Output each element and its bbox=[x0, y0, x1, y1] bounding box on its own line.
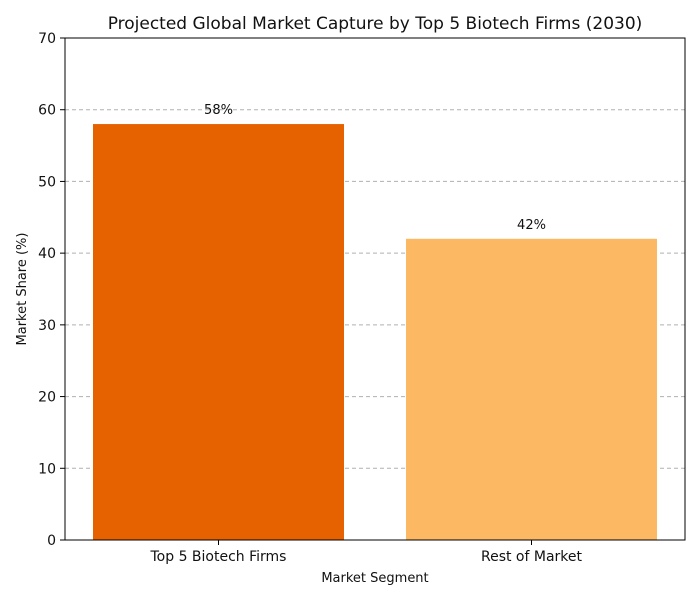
y-tick-label-60: 60 bbox=[38, 103, 56, 119]
y-axis-label: Market Share (%) bbox=[15, 233, 30, 346]
bars bbox=[93, 124, 657, 541]
x-axis-label: Market Segment bbox=[321, 571, 428, 586]
x-axis-ticks: Top 5 Biotech Firms Rest of Market bbox=[150, 540, 583, 565]
y-tick-label-0: 0 bbox=[47, 533, 56, 549]
y-tick-label-50: 50 bbox=[38, 174, 56, 190]
bar-0 bbox=[93, 124, 344, 541]
chart-title: Projected Global Market Capture by Top 5… bbox=[108, 14, 643, 34]
y-tick-label-70: 70 bbox=[38, 31, 56, 47]
plot-frame bbox=[64, 37, 686, 541]
y-tick-label-30: 30 bbox=[38, 318, 56, 334]
data-labels: 58% 42% bbox=[204, 103, 546, 233]
gridlines bbox=[65, 109, 685, 469]
x-tick-label-1: Rest of Market bbox=[481, 549, 583, 565]
y-tick-label-20: 20 bbox=[38, 390, 56, 406]
y-tick-label-10: 10 bbox=[38, 461, 56, 477]
y-tick-label-40: 40 bbox=[38, 246, 56, 262]
data-label-0: 58% bbox=[204, 103, 233, 118]
x-tick-label-0: Top 5 Biotech Firms bbox=[150, 549, 287, 565]
y-axis-ticks: 0 10 20 30 40 50 60 70 bbox=[38, 31, 65, 549]
data-label-1: 42% bbox=[517, 218, 546, 233]
bar-1 bbox=[406, 238, 657, 541]
